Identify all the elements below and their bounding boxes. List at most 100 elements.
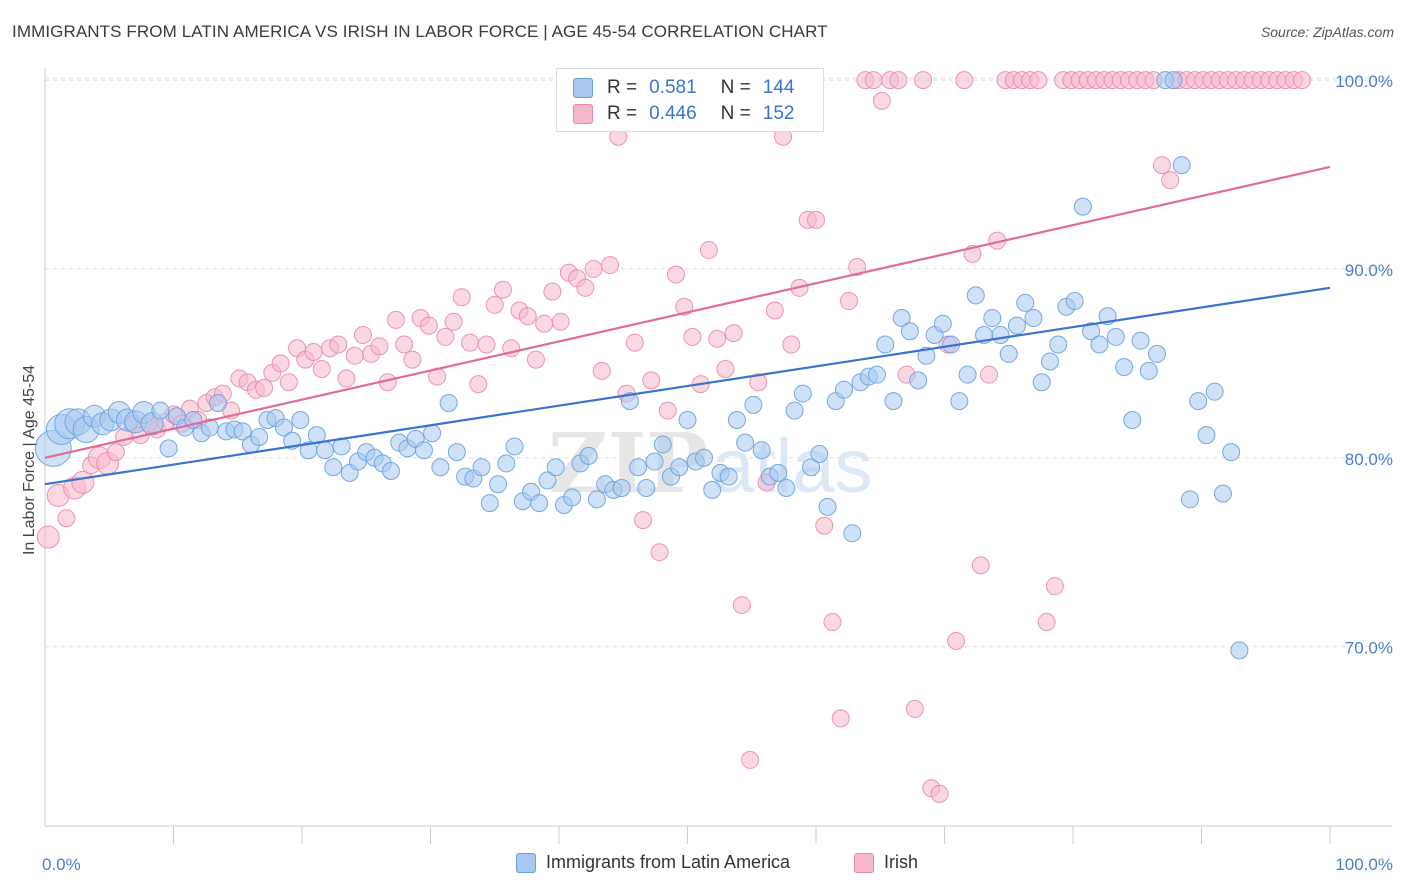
series-legend-latin-america: Immigrants from Latin America	[516, 852, 790, 873]
irish-point	[345, 346, 364, 365]
latin-america-point	[752, 441, 771, 460]
latin-america-point	[1090, 335, 1109, 354]
irish-point	[419, 316, 438, 335]
latin-america-point	[991, 326, 1010, 345]
latin-america-point	[381, 461, 400, 480]
latin-america-point	[678, 411, 697, 430]
latin-america-point	[966, 286, 985, 305]
latin-america-point	[983, 309, 1002, 328]
trend-lines	[44, 165, 1331, 486]
latin-america-point	[316, 441, 335, 460]
irish-point	[1152, 156, 1171, 175]
irish-point	[675, 297, 694, 316]
latin-america-point	[777, 478, 796, 497]
irish-point	[386, 310, 405, 329]
y-tick-label: 80.0%	[1345, 450, 1393, 469]
latin-america-point	[291, 411, 310, 430]
latin-america-point	[1189, 392, 1208, 411]
irish-point	[650, 543, 669, 562]
irish-point	[889, 71, 908, 90]
irish-point	[724, 324, 743, 343]
x-tick-label: 100.0%	[1335, 855, 1393, 874]
legend-n-label: N =	[720, 103, 751, 124]
latin-america-point	[1007, 316, 1026, 335]
latin-america-point	[950, 392, 969, 411]
latin-america-point	[744, 395, 763, 414]
irish-point	[683, 327, 702, 346]
y-tick-label: 100.0%	[1335, 72, 1393, 91]
latin-america-point	[1164, 71, 1183, 90]
irish-point	[749, 373, 768, 392]
latin-america-point	[769, 463, 788, 482]
latin-america-point	[447, 443, 466, 462]
latin-america-point	[538, 471, 557, 490]
irish-points	[36, 71, 1311, 803]
watermark: ZIP atlas	[548, 416, 873, 512]
latin-america-point	[489, 475, 508, 494]
latin-america-point	[892, 309, 911, 328]
latin-america-point	[818, 497, 837, 516]
latin-america-point	[1016, 293, 1035, 312]
latin-america-point	[530, 494, 549, 513]
tick-labels: 70.0% 80.0% 90.0% 100.0% 0.0% 100.0%	[42, 72, 1393, 874]
irish-point	[955, 71, 974, 90]
irish-point	[1292, 71, 1311, 90]
latin-america-point	[736, 433, 755, 452]
irish-point	[395, 335, 414, 354]
latin-america-point	[233, 422, 252, 441]
latin-america-point	[810, 444, 829, 463]
latin-america-point	[694, 448, 713, 467]
series-swatch-blue	[516, 852, 536, 873]
latin-america-point	[274, 418, 293, 437]
latin-america-point	[587, 490, 606, 509]
legend-n-value: 152	[762, 103, 795, 124]
correlation-legend: R = 0.581 N = 144 R = 0.446 N = 152	[556, 68, 824, 132]
chart-title: IMMIGRANTS FROM LATIN AMERICA VS IRISH I…	[12, 22, 828, 41]
latin-america-point	[151, 401, 170, 420]
irish-point	[930, 784, 949, 803]
latin-america-point	[620, 392, 639, 411]
series-legend: Immigrants from Latin America Irish	[0, 852, 1406, 876]
legend-r-label: R =	[607, 77, 638, 98]
watermark-atlas: atlas	[712, 424, 873, 509]
latin-america-point	[645, 452, 664, 471]
irish-point	[905, 699, 924, 718]
legend-row-latin-america: R = 0.581 N = 144	[573, 76, 794, 100]
irish-point	[815, 516, 834, 535]
irish-point	[526, 350, 545, 369]
irish-point	[461, 333, 480, 352]
latin-america-point	[637, 478, 656, 497]
irish-point	[592, 361, 611, 380]
irish-point	[716, 360, 735, 379]
latin-america-point	[958, 365, 977, 384]
irish-point	[444, 312, 463, 331]
irish-point	[848, 258, 867, 277]
irish-point	[106, 443, 125, 462]
latin-america-point	[917, 346, 936, 365]
latin-america-point	[1180, 490, 1199, 509]
latin-america-point	[785, 401, 804, 420]
latin-america-point	[563, 488, 582, 507]
irish-point	[708, 329, 727, 348]
irish-point	[625, 333, 644, 352]
latin-america-point	[867, 365, 886, 384]
irish-point	[353, 326, 372, 345]
irish-point	[403, 350, 422, 369]
irish-point	[642, 371, 661, 390]
latin-america-point	[250, 428, 269, 446]
legend-r-label: R =	[607, 103, 638, 124]
irish-point	[807, 210, 825, 229]
irish-point	[535, 314, 554, 333]
irish-point	[839, 292, 858, 311]
irish-point	[543, 282, 562, 301]
latin-america-point	[703, 480, 722, 499]
legend-n-label: N =	[720, 77, 751, 98]
latin-america-point	[1123, 411, 1142, 430]
latin-america-point	[1032, 373, 1051, 392]
latin-america-point	[439, 394, 458, 413]
irish-point	[436, 327, 455, 346]
series-swatch-pink	[854, 852, 874, 873]
irish-point	[971, 556, 990, 575]
irish-point	[329, 335, 348, 354]
irish-point	[271, 354, 290, 373]
